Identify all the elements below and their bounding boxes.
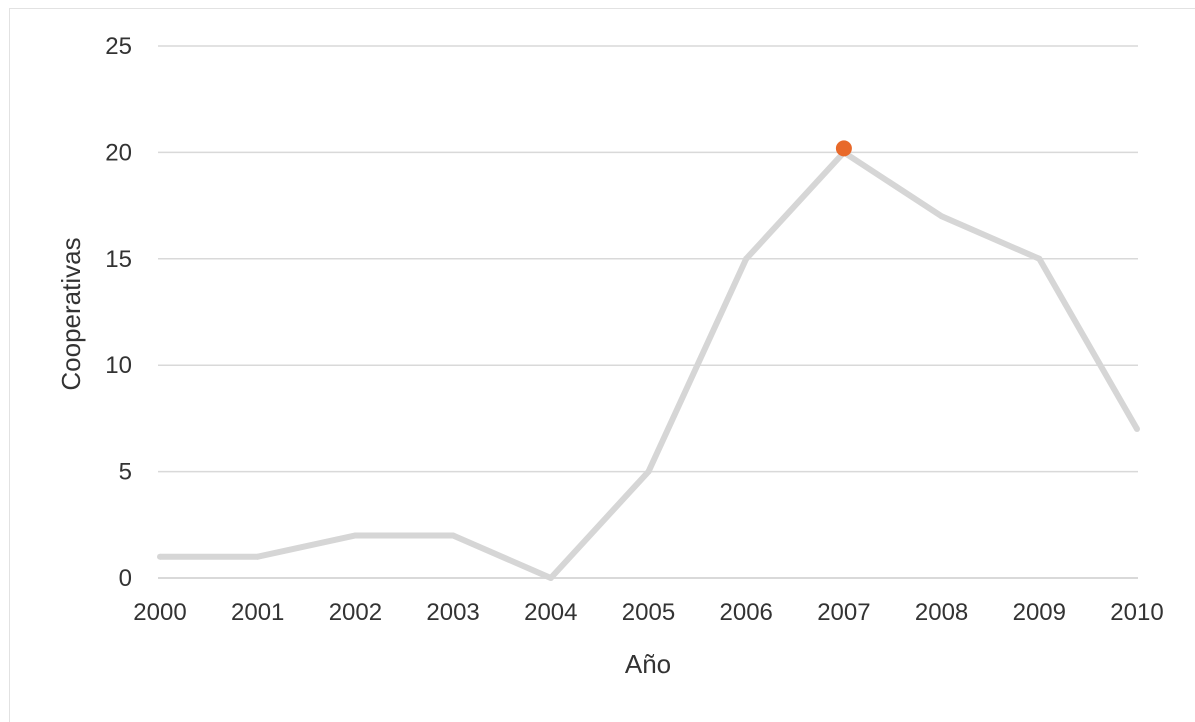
chart-frame: [9, 8, 1195, 722]
data-point: [743, 255, 750, 262]
x-axis-title: Año: [625, 649, 671, 679]
y-tick-label: 5: [119, 459, 132, 486]
data-point: [352, 532, 359, 539]
data-point: [1036, 255, 1043, 262]
data-point: [645, 468, 652, 475]
y-tick-label: 15: [105, 246, 132, 273]
data-point: [450, 532, 457, 539]
x-tick-label: 2005: [622, 599, 675, 626]
highlight-layer: [835, 140, 852, 157]
x-tick-label: 2009: [1013, 599, 1066, 626]
data-point: [938, 213, 945, 220]
y-tick-labels: 0 5 10 15 20 25: [105, 33, 132, 592]
x-tick-label: 2008: [915, 599, 968, 626]
x-tick-label: 2000: [133, 599, 186, 626]
x-tick-label: 2004: [524, 599, 577, 626]
y-tick-label: 20: [105, 139, 132, 166]
y-tick-label: 10: [105, 352, 132, 379]
data-point: [1134, 426, 1140, 433]
x-tick-labels: 2000 2001 2002 2003 2004 2005 2006 2007 2008 2009…: [133, 599, 1163, 626]
gridlines: [158, 45, 1138, 579]
x-tick-label: 2006: [720, 599, 773, 626]
y-axis-title: Cooperativas: [56, 237, 86, 390]
x-tick-label: 2007: [817, 599, 870, 626]
x-tick-label: 2002: [329, 599, 382, 626]
y-tick-label: 0: [119, 565, 132, 592]
x-tick-label: 2001: [231, 599, 284, 626]
series-layer: [157, 149, 1140, 581]
data-point: [157, 553, 163, 560]
data-point: [547, 575, 554, 581]
data-point: [254, 553, 261, 560]
y-tick-label: 25: [105, 33, 132, 60]
x-tick-label: 2003: [426, 599, 479, 626]
x-tick-label: 2010: [1110, 599, 1163, 626]
highlight-point: [835, 140, 852, 157]
